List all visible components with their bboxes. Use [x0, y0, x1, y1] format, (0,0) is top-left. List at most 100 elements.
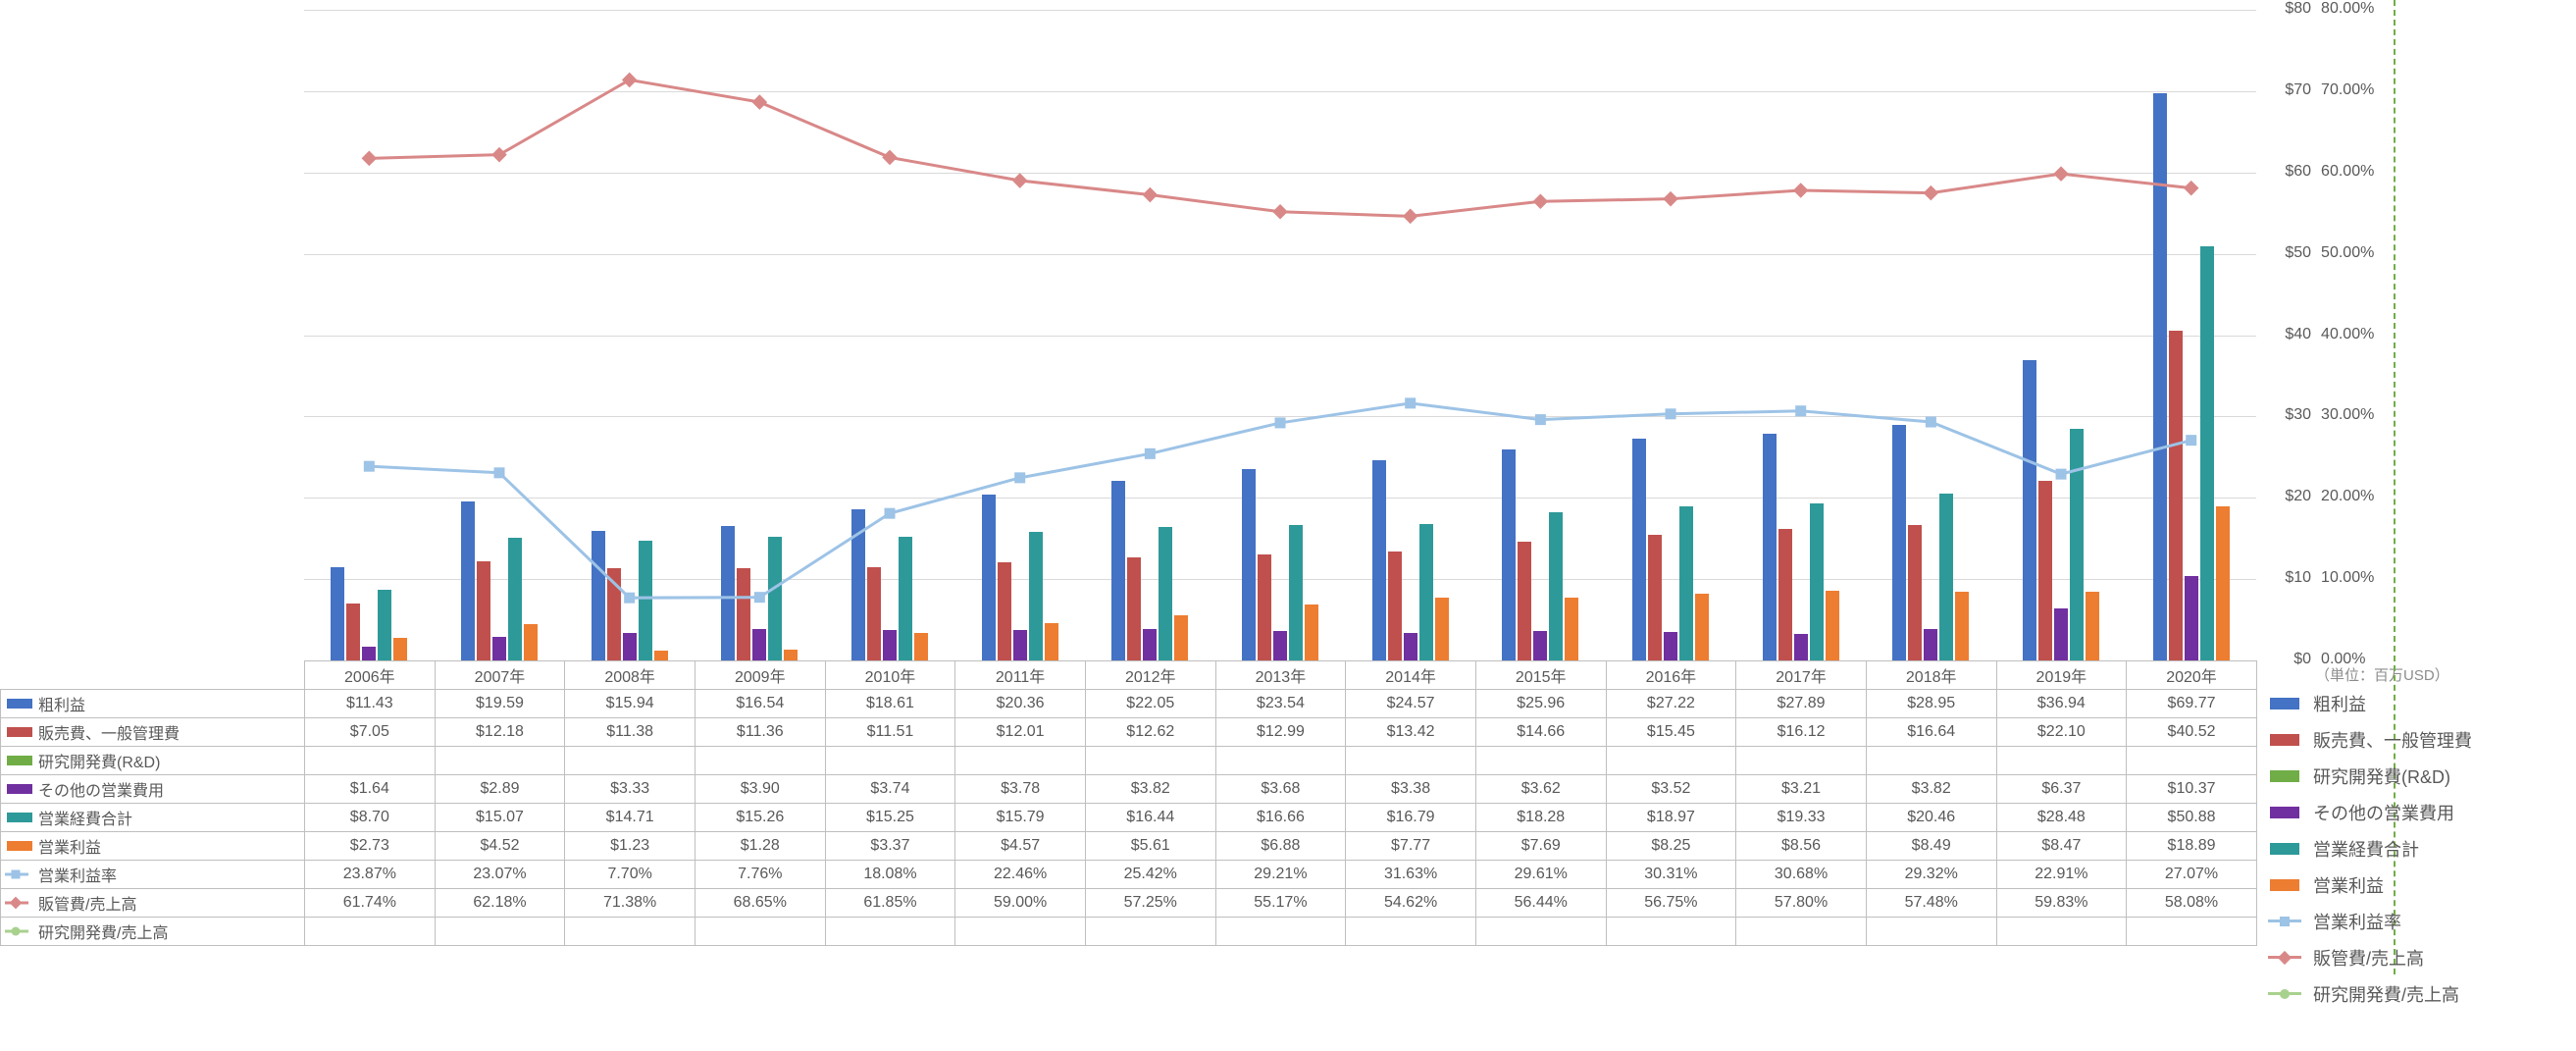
legend-swatch — [2266, 992, 2303, 995]
cell-op_profit: $1.28 — [695, 832, 825, 861]
cell-op_margin: 23.87% — [305, 861, 436, 889]
cell-op_margin: 29.21% — [1215, 861, 1346, 889]
row-label-op_expense: 営業経費合計 — [1, 804, 305, 832]
y-axis-pct-tick: 70.00% — [2321, 81, 2374, 99]
series-label: 粗利益 — [38, 698, 85, 714]
year-header: 2019年 — [1996, 661, 2127, 690]
cell-op_profit: $8.47 — [1996, 832, 2127, 861]
bar-op_profit — [1565, 598, 1578, 660]
cell-other_op: $3.68 — [1215, 775, 1346, 804]
series-label: 研究開発費/売上高 — [38, 925, 168, 942]
legend-swatch — [2266, 698, 2303, 709]
cell-gross_profit: $18.61 — [825, 690, 955, 718]
cell-rnd — [1346, 747, 1476, 775]
cell-sga: $12.99 — [1215, 718, 1346, 747]
legend-item-op_margin: 営業利益率 — [2266, 903, 2576, 939]
y-axis-dollar-tick: $40 — [2262, 326, 2311, 343]
bar-sga — [1778, 529, 1792, 660]
cell-sga: $40.52 — [2127, 718, 2257, 747]
year-header: 2012年 — [1085, 661, 1215, 690]
cell-op_profit: $3.37 — [825, 832, 955, 861]
cell-rnd_ratio — [825, 918, 955, 946]
bar-op_expense — [1029, 532, 1043, 660]
marker-op_margin — [1795, 405, 1806, 416]
year-header: 2020年 — [2127, 661, 2257, 690]
series-label: 研究開発費(R&D) — [38, 755, 160, 771]
y-axis-pct-tick: 30.00% — [2321, 406, 2374, 424]
cell-op_expense: $15.79 — [955, 804, 1086, 832]
bar-op_profit — [1174, 615, 1188, 660]
cell-op_profit: $1.23 — [565, 832, 696, 861]
legend-item-rnd_ratio: 研究開発費/売上高 — [2266, 975, 2576, 1012]
cell-other_op: $3.74 — [825, 775, 955, 804]
legend-item-sga_ratio: 販管費/売上高 — [2266, 939, 2576, 975]
cell-op_expense: $18.97 — [1606, 804, 1736, 832]
cell-op_expense: $20.46 — [1866, 804, 1996, 832]
cell-sga_ratio: 56.44% — [1475, 889, 1606, 918]
grid-line — [304, 173, 2256, 174]
bar-sga — [477, 561, 490, 660]
year-header: 2014年 — [1346, 661, 1476, 690]
row-label-gross_profit: 粗利益 — [1, 690, 305, 718]
grid-line — [304, 10, 2256, 11]
cell-rnd_ratio — [2127, 918, 2257, 946]
cell-op_margin: 30.31% — [1606, 861, 1736, 889]
marker-sga_ratio — [622, 73, 638, 88]
cell-rnd_ratio — [1736, 918, 1867, 946]
bar-op_expense — [508, 538, 522, 660]
cell-rnd_ratio — [1215, 918, 1346, 946]
bar-op_profit — [2216, 506, 2230, 660]
marker-sga_ratio — [2184, 181, 2199, 196]
cell-op_profit: $8.49 — [1866, 832, 1996, 861]
cell-other_op: $1.64 — [305, 775, 436, 804]
bar-gross_profit — [1763, 434, 1777, 660]
bar-gross_profit — [1892, 425, 1906, 660]
series-label: 販売費、一般管理費 — [38, 726, 180, 743]
bar-other_op — [1794, 634, 1808, 660]
bar-op_expense — [378, 590, 391, 660]
bar-op_expense — [1419, 524, 1433, 660]
y-axis-pct-tick: 10.00% — [2321, 569, 2374, 587]
cell-op_profit: $5.61 — [1085, 832, 1215, 861]
bar-op_expense — [1159, 527, 1172, 660]
year-header: 2011年 — [955, 661, 1086, 690]
cell-other_op: $3.38 — [1346, 775, 1476, 804]
cell-rnd_ratio — [1866, 918, 1996, 946]
cell-op_profit: $8.25 — [1606, 832, 1736, 861]
cell-op_expense: $16.66 — [1215, 804, 1346, 832]
year-header: 2015年 — [1475, 661, 1606, 690]
cell-op_expense: $16.79 — [1346, 804, 1476, 832]
y-axis-pct-tick: 60.00% — [2321, 163, 2374, 181]
y-axis-dollar-tick: $10 — [2262, 569, 2311, 587]
bar-op_expense — [768, 537, 782, 660]
bar-gross_profit — [2153, 93, 2167, 660]
cell-op_margin: 27.07% — [2127, 861, 2257, 889]
bar-op_profit — [2086, 592, 2099, 660]
marker-sga_ratio — [1012, 173, 1028, 188]
cell-op_margin: 30.68% — [1736, 861, 1867, 889]
legend-swatch — [2266, 843, 2303, 855]
grid-line — [304, 254, 2256, 255]
legend-item-op_profit: 営業利益 — [2266, 867, 2576, 903]
bar-sga — [1518, 542, 1531, 660]
marker-op_margin — [364, 461, 375, 472]
bar-gross_profit — [1111, 481, 1125, 660]
series-label: その他の営業費用 — [38, 783, 164, 800]
y-axis-dollar-tick: $80 — [2262, 0, 2311, 18]
cell-op_expense: $15.26 — [695, 804, 825, 832]
marker-op_margin — [1666, 408, 1676, 419]
bar-other_op — [1143, 629, 1157, 660]
legend-label: 営業利益 — [2313, 872, 2384, 898]
bar-sga — [998, 562, 1011, 660]
cell-other_op: $3.82 — [1085, 775, 1215, 804]
cell-sga: $13.42 — [1346, 718, 1476, 747]
cell-rnd — [435, 747, 565, 775]
cell-gross_profit: $69.77 — [2127, 690, 2257, 718]
bar-gross_profit — [2023, 360, 2036, 660]
bar-sga — [607, 568, 621, 660]
cell-sga_ratio: 61.85% — [825, 889, 955, 918]
bar-other_op — [362, 647, 376, 660]
cell-rnd — [305, 747, 436, 775]
cell-other_op: $3.21 — [1736, 775, 1867, 804]
cell-op_margin: 25.42% — [1085, 861, 1215, 889]
